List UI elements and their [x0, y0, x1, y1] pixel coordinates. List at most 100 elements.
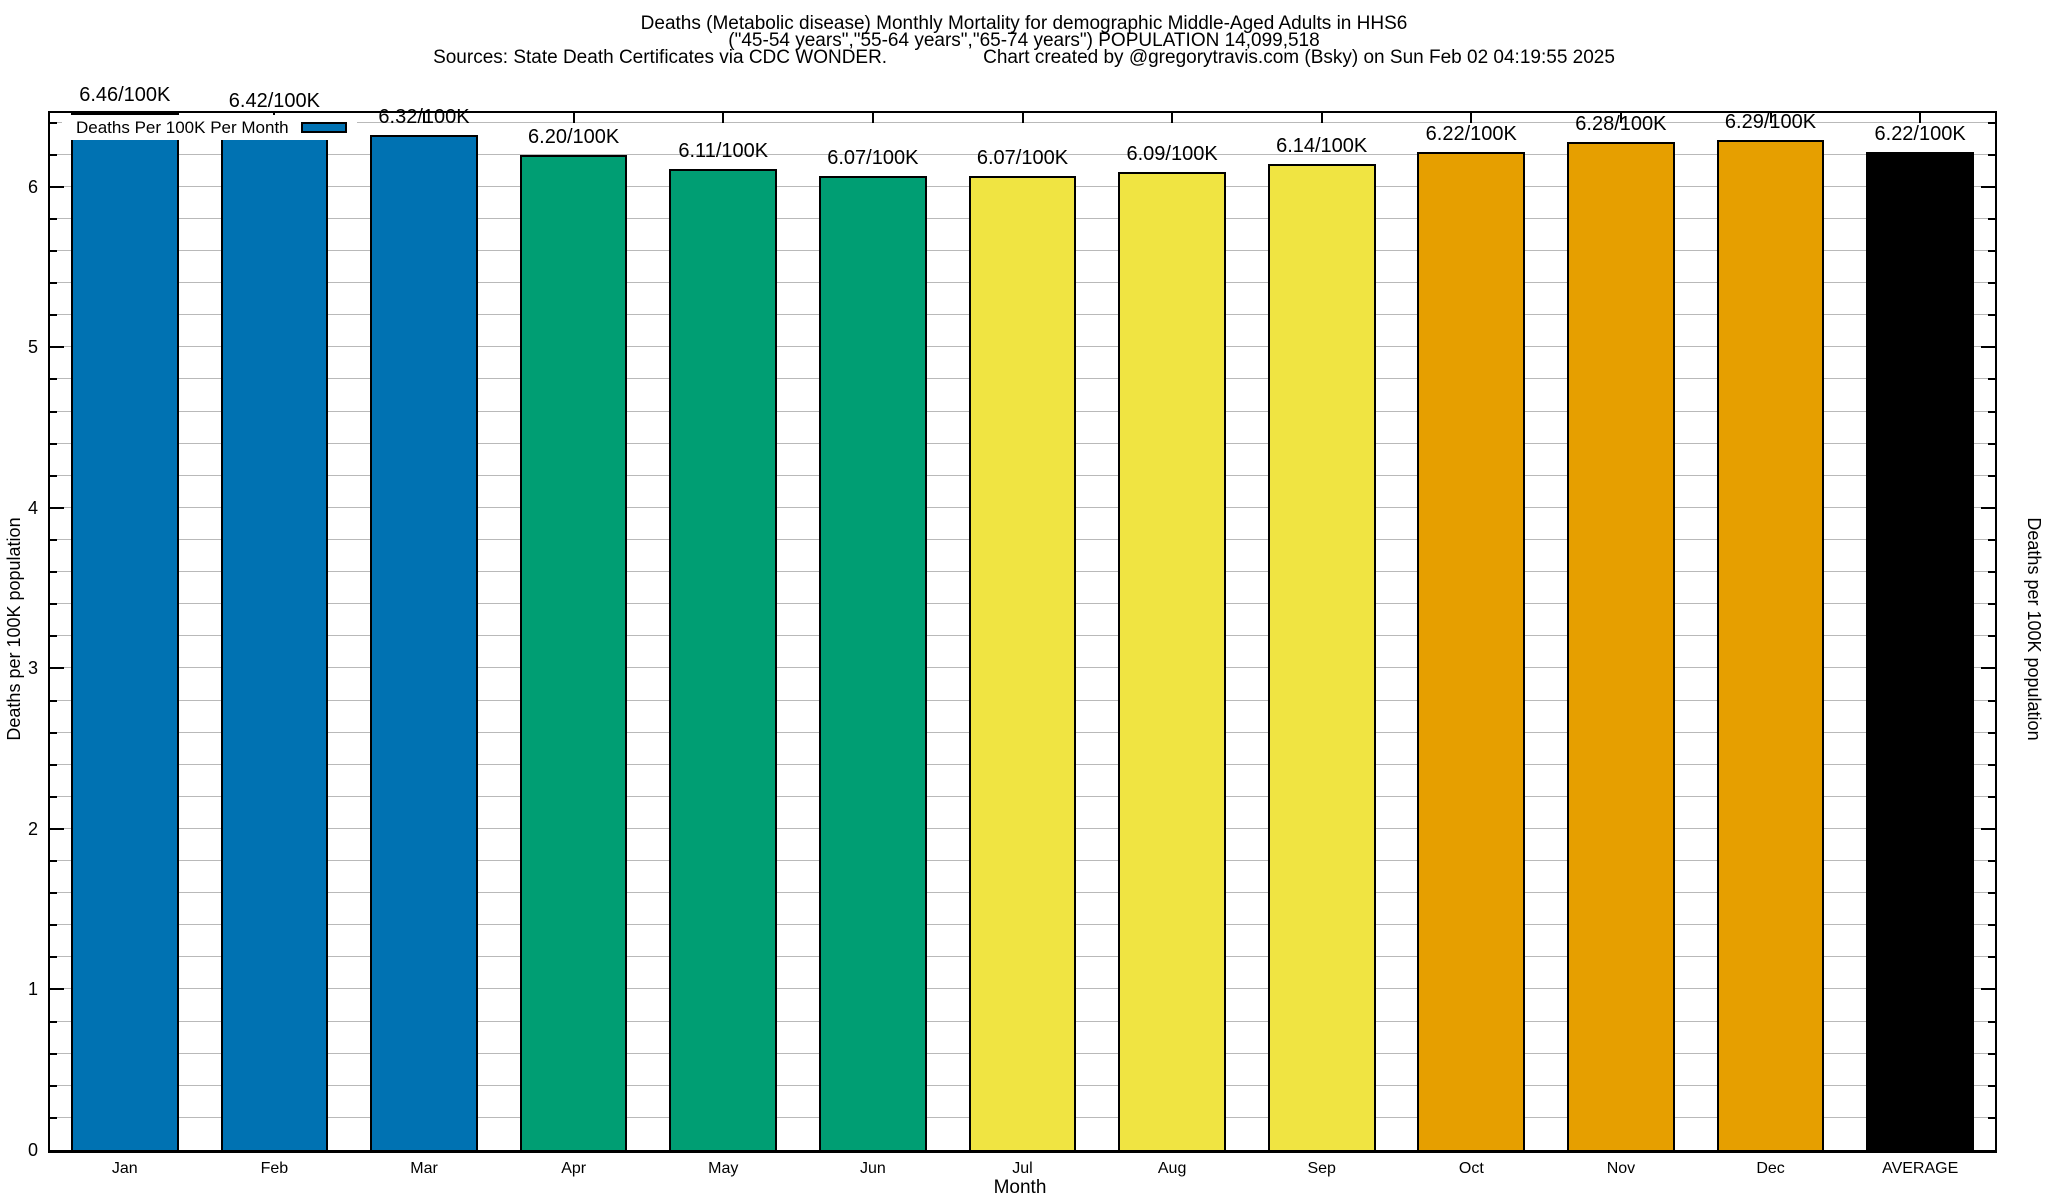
y-tick-minor [50, 731, 57, 734]
y-tick-minor [1988, 217, 1995, 220]
y-tick-minor [50, 1084, 57, 1087]
y-tick-minor [50, 153, 57, 156]
y-tick-minor [1988, 603, 1995, 606]
y-axis-title-left: Deaths per 100K population [4, 517, 24, 741]
x-tick-label-sep: Sep [1307, 1160, 1336, 1177]
y-tick-minor [1988, 153, 1995, 156]
bar-slot-nov: 6.28/100K [1546, 113, 1696, 1150]
y-tick-minor [1988, 956, 1995, 959]
bar-series: 6.46/100K 6.42/100K 6.32/100K 6.20/100K 6.11… [50, 85, 1995, 1150]
y-tick-major [1981, 506, 1995, 509]
y-tick-minor [1988, 539, 1995, 542]
x-top-tick-nov [1619, 113, 1622, 123]
y-tick-minor [50, 474, 57, 477]
x-axis-title: Month [993, 1177, 1047, 1198]
y-tick-minor [50, 282, 57, 285]
y-tick-major [1981, 988, 1995, 991]
x-tick-label-nov: Nov [1606, 1160, 1636, 1177]
y-tick-major [50, 667, 64, 670]
x-tick-label-aug: Aug [1157, 1160, 1187, 1177]
x-tick-label-jul: Jul [1012, 1160, 1033, 1177]
y-tick-minor [1988, 860, 1995, 863]
y-tick-major [50, 185, 64, 188]
y-tick-label-1: 1 [27, 979, 38, 1000]
y-tick-label-5: 5 [27, 337, 38, 358]
bar-feb [220, 119, 329, 1150]
bar-value-label-sep: 6.14/100K [1276, 135, 1368, 158]
y-tick-label-4: 4 [27, 497, 38, 518]
y-tick-minor [50, 699, 57, 702]
y-tick-major [50, 346, 64, 349]
bar-sep [1267, 164, 1376, 1150]
plot-area: 6.46/100K 6.42/100K 6.32/100K 6.20/100K 6.11… [28, 85, 1997, 1177]
y-tick-minor [50, 571, 57, 574]
x-top-tick-average [1919, 113, 1922, 123]
y-tick-label-3: 3 [27, 658, 38, 679]
y-tick-minor [1988, 442, 1995, 445]
bar-mar [370, 135, 478, 1150]
y-tick-minor [50, 795, 57, 798]
y-tick-minor [50, 603, 57, 606]
y-tick-major [1981, 185, 1995, 188]
y-tick-minor [50, 250, 57, 253]
source-text: Sources: State Death Certificates via CD… [433, 47, 888, 68]
y-tick-minor [50, 442, 57, 445]
y-tick-minor [50, 378, 57, 381]
x-top-tick-sep [1320, 113, 1323, 123]
y-tick-minor [1988, 1052, 1995, 1055]
y-tick-label-6: 6 [27, 176, 38, 197]
x-tick-label-feb: Feb [260, 1160, 289, 1177]
y-tick-minor [1988, 763, 1995, 766]
bar-value-label-oct: 6.22/100K [1425, 122, 1517, 145]
y-tick-minor [1988, 892, 1995, 895]
bar-slot-oct: 6.22/100K [1396, 113, 1546, 1150]
x-tick-label-jan: Jan [111, 1160, 138, 1177]
x-top-tick-may [722, 113, 725, 123]
chart-title: Deaths (Metabolic disease) Monthly Morta… [640, 13, 1408, 34]
y-tick-minor [50, 1116, 57, 1119]
y-tick-minor [50, 924, 57, 927]
y-tick-minor [1988, 121, 1995, 124]
x-tick-label-dec: Dec [1756, 1160, 1785, 1177]
y-tick-minor [1988, 474, 1995, 477]
y-tick-major [1981, 346, 1995, 349]
y-tick-minor [1988, 731, 1995, 734]
y-tick-minor [50, 892, 57, 895]
x-top-tick-apr [572, 113, 575, 123]
bar-aug [1118, 172, 1226, 1150]
y-tick-minor [1988, 1116, 1995, 1119]
bar-value-label-feb: 6.42/100K [228, 90, 321, 113]
bar-jan [70, 113, 179, 1150]
bar-slot-average: 6.22/100K [1845, 113, 1995, 1150]
y-tick-minor [50, 763, 57, 766]
y-tick-minor [50, 635, 57, 638]
y-tick-minor [50, 539, 57, 542]
y-tick-minor [1988, 1084, 1995, 1087]
x-top-tick-jul [1021, 113, 1024, 123]
y-tick-minor [1988, 571, 1995, 574]
y-tick-minor [1988, 1020, 1995, 1023]
y-tick-label-0: 0 [27, 1140, 38, 1160]
bar-value-label-jul: 6.07/100K [976, 146, 1069, 169]
bar-value-label-may: 6.11/100K [678, 140, 769, 163]
legend-swatch [300, 122, 347, 133]
y-axis-title-right: Deaths per 100K population [2024, 517, 2044, 741]
y-tick-minor [50, 1052, 57, 1055]
bar-jul [968, 175, 1077, 1150]
bar-nov [1567, 141, 1675, 1150]
x-tick-label-apr: Apr [561, 1160, 587, 1177]
bar-slot-aug: 6.09/100K [1097, 113, 1247, 1150]
y-tick-minor [1988, 282, 1995, 285]
bar-slot-mar: 6.32/100K [349, 107, 499, 1150]
y-tick-minor [50, 121, 57, 124]
y-tick-minor [50, 217, 57, 220]
bar-value-label-jan: 6.46/100K [79, 84, 171, 106]
y-tick-minor [50, 956, 57, 959]
x-top-tick-jun [871, 113, 874, 123]
x-tick-label-average: AVERAGE [1882, 1160, 1959, 1177]
y-tick-major [50, 988, 64, 991]
bar-slot-dec: 6.29/100K [1696, 112, 1846, 1150]
x-tick-label-jun: Jun [859, 1160, 886, 1177]
y-tick-major [1981, 667, 1995, 670]
bar-jun [818, 175, 927, 1150]
